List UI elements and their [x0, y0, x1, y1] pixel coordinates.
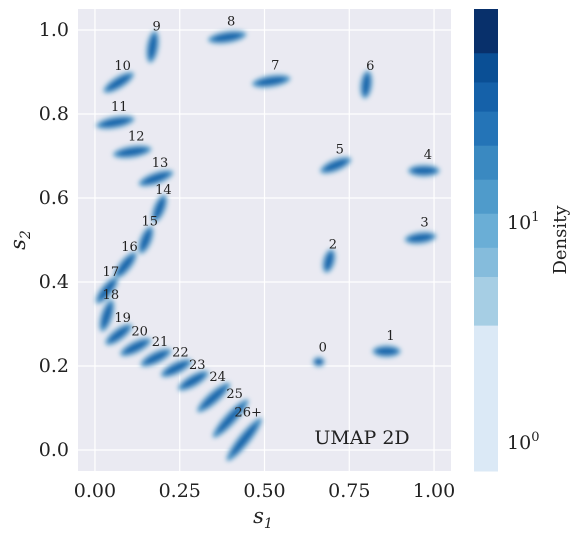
cluster-blob: [206, 29, 248, 46]
cluster-label: 11: [111, 100, 128, 115]
cluster-label: 15: [142, 215, 159, 230]
cluster-label: 25: [226, 387, 243, 402]
cluster-label: 8: [227, 15, 235, 30]
cluster-label: 16: [121, 240, 138, 255]
cluster-blob: [150, 193, 169, 224]
colorbar-segment: [474, 325, 498, 472]
colorbar-tick-labels: 100 101: [507, 210, 539, 454]
colorbar-label: Density: [550, 205, 571, 275]
cluster-label: 4: [424, 148, 432, 163]
x-tick-label: 0.75: [328, 480, 370, 502]
cluster-label: 12: [128, 129, 145, 144]
colorbar-segment: [474, 81, 498, 112]
cluster-label: 10: [114, 59, 131, 74]
cluster-label: 17: [103, 265, 120, 280]
cluster-blob: [137, 168, 175, 188]
cluster-blob: [159, 357, 194, 379]
colorbar-tick-label: 100: [507, 430, 539, 454]
cluster-blob: [406, 163, 442, 179]
colorbar-segment: [474, 9, 498, 54]
cluster-label: 5: [336, 143, 344, 158]
cluster-label: 14: [155, 183, 172, 198]
y-tick-label: 0.6: [39, 187, 69, 209]
cluster-blob: [103, 322, 134, 347]
cluster-blob: [311, 355, 327, 369]
cluster-blob: [318, 155, 353, 176]
y-tick-label: 0.8: [39, 103, 69, 125]
cluster-label: 3: [420, 215, 428, 230]
y-axis-label-main: s: [6, 239, 30, 250]
cluster-blob: [94, 114, 136, 131]
cluster-label: 9: [152, 19, 160, 34]
cluster-blob: [225, 416, 264, 463]
x-tick-label: 0.00: [74, 480, 116, 502]
colorbar-segment: [474, 179, 498, 214]
cluster-label: 24: [209, 370, 226, 385]
cluster-label: 13: [152, 156, 169, 171]
cluster-label: 21: [152, 335, 169, 350]
y-axis-label: s2: [6, 230, 34, 250]
cluster-blob: [136, 224, 156, 256]
cluster-label: 0: [319, 340, 327, 355]
cluster-blob: [371, 343, 403, 359]
annotation-text: UMAP 2D: [314, 427, 409, 449]
colorbar-segment: [474, 213, 498, 248]
x-tick-label: 0.50: [243, 480, 285, 502]
cluster-blob: [195, 381, 232, 414]
cluster-labels: 0123456789101112131415161718192021222324…: [103, 15, 432, 421]
cluster-blob: [118, 336, 153, 358]
colorbar-tick-label: 101: [507, 210, 539, 234]
cluster-blob: [111, 143, 153, 160]
y-tick-label: 0.2: [39, 355, 69, 377]
cluster-blob: [144, 29, 161, 65]
cluster-blob: [358, 69, 374, 100]
cluster-blob: [94, 275, 120, 306]
cluster-blob: [250, 73, 292, 90]
cluster-blob: [102, 70, 136, 95]
cluster-blob: [112, 250, 139, 280]
cluster-label: 23: [189, 358, 206, 373]
x-axis-label-main: s: [253, 504, 264, 528]
data-clusters: [94, 29, 442, 463]
x-axis-label-subscript: 1: [264, 516, 273, 532]
cluster-label: 22: [172, 346, 189, 361]
cluster-blob: [176, 369, 210, 393]
cluster-label: 19: [114, 311, 131, 326]
cluster-blob: [403, 230, 438, 246]
x-tick-label: 0.25: [159, 480, 201, 502]
cluster-label: 26+: [234, 406, 261, 421]
cluster-label: 18: [103, 288, 120, 303]
cluster-label: 20: [131, 325, 148, 340]
y-axis-label-subscript: 2: [18, 230, 34, 240]
colorbar: [474, 9, 498, 472]
cluster-blob: [97, 298, 116, 333]
cluster-label: 6: [366, 59, 374, 74]
colorbar-segment: [474, 276, 498, 326]
cluster-label: 7: [271, 59, 279, 74]
cluster-blob: [320, 247, 337, 275]
colorbar-segment: [474, 145, 498, 180]
y-tick-label: 0.0: [39, 439, 69, 461]
cluster-blob: [139, 347, 173, 369]
y-tick-labels: 0.0 0.2 0.4 0.6 0.8 1.0: [39, 19, 69, 461]
x-tick-label: 1.00: [413, 480, 455, 502]
x-tick-labels: 0.00 0.25 0.50 0.75 1.00: [74, 480, 455, 502]
cluster-label: 1: [386, 329, 394, 344]
x-axis-label: s1: [253, 504, 273, 532]
y-tick-label: 0.4: [39, 271, 69, 293]
cluster-label: 2: [329, 238, 337, 253]
y-tick-label: 1.0: [39, 19, 69, 41]
colorbar-segment: [474, 247, 498, 277]
colorbar-segment: [474, 111, 498, 146]
colorbar-segment: [474, 52, 498, 83]
cluster-blob: [211, 398, 250, 439]
